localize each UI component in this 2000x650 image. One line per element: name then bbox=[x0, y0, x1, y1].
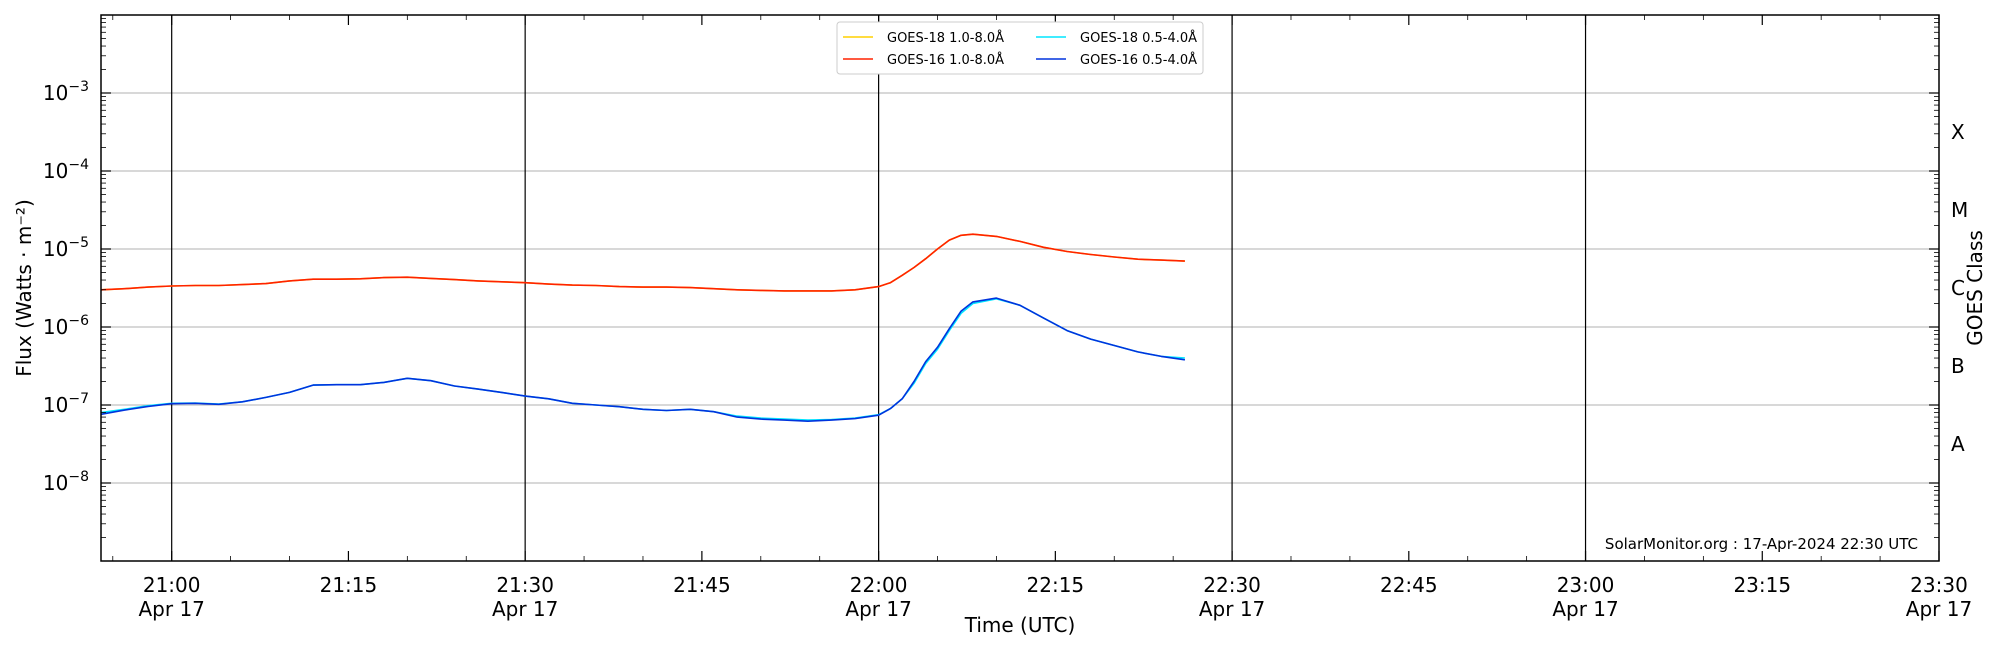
x-axis-label: Time (UTC) bbox=[964, 613, 1076, 637]
x-tick-date-label: Apr 17 bbox=[845, 597, 911, 621]
series-layer bbox=[100, 233, 1186, 423]
goes-class-label: C bbox=[1951, 276, 1965, 300]
legend-entry-label: GOES-18 0.5-4.0Å bbox=[1080, 30, 1197, 46]
legend-entry-label: GOES-18 1.0-8.0Å bbox=[887, 30, 1004, 46]
y2-axis-label: GOES Class bbox=[1963, 230, 1987, 346]
y-axis-label: Flux (Watts · m⁻²) bbox=[12, 199, 36, 377]
vertical-lines-layer bbox=[171, 15, 1587, 561]
x-tick-label: 23:15 bbox=[1733, 573, 1791, 597]
y-tick-label: 10−5 bbox=[43, 235, 89, 261]
x-tick-label: 22:00 bbox=[850, 573, 908, 597]
x-tick-label: 22:15 bbox=[1027, 573, 1085, 597]
series-line bbox=[100, 233, 1185, 292]
x-tick-label: 22:45 bbox=[1380, 573, 1438, 597]
grid-layer bbox=[101, 92, 1939, 484]
x-tick-label: 23:00 bbox=[1557, 573, 1615, 597]
y-tick-label: 10−8 bbox=[43, 469, 89, 495]
legend-box bbox=[836, 21, 1204, 75]
series-line bbox=[100, 297, 1186, 423]
x-tick-label: 23:30 bbox=[1910, 573, 1968, 597]
x-tick-date-label: Apr 17 bbox=[1552, 597, 1618, 621]
x-tick-label: 21:15 bbox=[320, 573, 378, 597]
x-tick-date-label: Apr 17 bbox=[492, 597, 558, 621]
legend: GOES-18 1.0-8.0Å GOES-18 0.5-4.0Å GOES-16 … bbox=[836, 21, 1204, 75]
x-tick-label: 22:30 bbox=[1203, 573, 1261, 597]
credit-annotation: SolarMonitor.org : 17-Apr-2024 22:30 UTC bbox=[1605, 535, 1918, 553]
goes-class-label: A bbox=[1951, 432, 1965, 456]
goes-class-label: B bbox=[1951, 354, 1965, 378]
x-tick-date-label: Apr 17 bbox=[1906, 597, 1972, 621]
x-tick-date-label: Apr 17 bbox=[1199, 597, 1265, 621]
plot-frame bbox=[100, 14, 1940, 562]
x-tick-label: 21:30 bbox=[496, 573, 554, 597]
x-tick-date-label: Apr 17 bbox=[138, 597, 204, 621]
y-tick-label: 10−7 bbox=[43, 391, 89, 417]
goes-class-label: X bbox=[1951, 120, 1965, 144]
goes-class-label: M bbox=[1951, 198, 1968, 222]
x-tick-label: 21:45 bbox=[673, 573, 731, 597]
y-tick-label: 10−4 bbox=[43, 157, 89, 183]
y-tick-label: 10−3 bbox=[43, 79, 89, 105]
y-tick-label: 10−6 bbox=[43, 313, 89, 339]
legend-entry-label: GOES-16 1.0-8.0Å bbox=[887, 52, 1004, 68]
legend-entry-label: GOES-16 0.5-4.0Å bbox=[1080, 52, 1197, 68]
x-tick-label: 21:00 bbox=[143, 573, 201, 597]
